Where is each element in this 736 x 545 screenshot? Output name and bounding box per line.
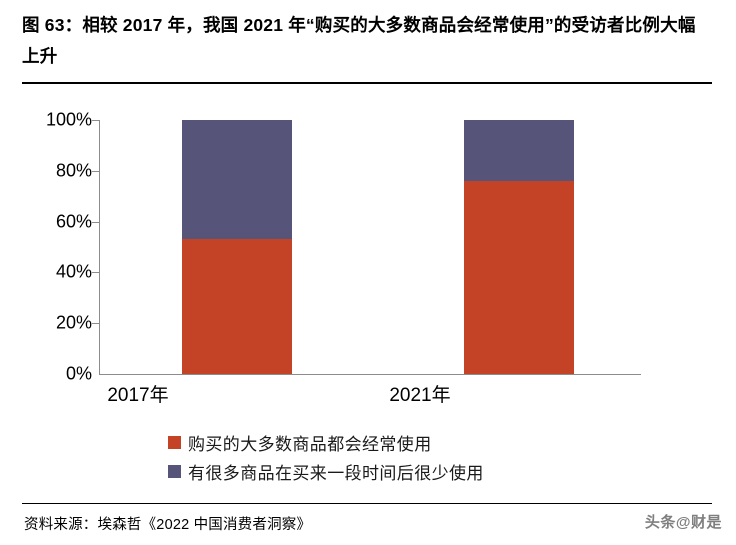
chart-title-block: 图 63：相较 2017 年，我国 2021 年“购买的大多数商品会经常使用”的…	[22, 10, 708, 72]
title-divider	[22, 82, 712, 84]
y-tick-label-20: 20%	[55, 312, 92, 333]
y-axis-line	[99, 120, 100, 375]
y-tick-label-60: 60%	[55, 211, 92, 232]
bar-segment-rarely-used[interactable]	[182, 120, 292, 240]
x-axis-line	[99, 374, 641, 375]
bar-segment-rarely-used[interactable]	[464, 120, 574, 181]
legend-item-rarely-used[interactable]: 有很多商品在买来一段时间后很少使用	[168, 457, 688, 486]
y-axis-tick	[92, 272, 99, 274]
legend-item-often-used[interactable]: 购买的大多数商品都会经常使用	[168, 428, 688, 457]
source-note: 资料来源：埃森哲《2022 中国消费者洞察》	[24, 517, 312, 533]
y-axis-tick	[92, 120, 99, 121]
y-axis-tick	[92, 170, 99, 172]
legend-label-rarely-used: 有很多商品在买来一段时间后很少使用	[188, 464, 484, 483]
bar-segment-often-used[interactable]	[182, 239, 292, 374]
y-tick-label-100: 100%	[45, 109, 92, 130]
bar-segment-often-used[interactable]	[464, 180, 574, 374]
footer-divider	[22, 503, 712, 504]
watermark: 头条@财是	[644, 514, 722, 531]
y-tick-label-0: 0%	[65, 363, 92, 384]
legend-swatch-rarely-used	[168, 465, 181, 478]
legend-swatch-often-used	[168, 436, 181, 449]
y-tick-label-80: 80%	[55, 160, 92, 181]
page-title: 图 63：相较 2017 年，我国 2021 年“购买的大多数商品会经常使用”的…	[22, 15, 696, 66]
plot-region	[99, 120, 640, 374]
x-axis-label-2017: 2017年	[107, 385, 169, 406]
legend-label-often-used: 购买的大多数商品都会经常使用	[188, 435, 432, 454]
bar-2021[interactable]	[464, 120, 574, 374]
bar-2017[interactable]	[182, 120, 292, 374]
y-axis-tick	[92, 221, 99, 223]
chart-canvas: 100% 80% 60% 40% 20% 0% 2017年 2021年	[0, 96, 736, 426]
x-axis-label-2021: 2021年	[389, 385, 451, 406]
y-tick-label-40: 40%	[55, 261, 92, 282]
chart-legend: 购买的大多数商品都会经常使用 有很多商品在买来一段时间后很少使用	[168, 428, 688, 486]
y-axis-tick	[92, 323, 99, 325]
